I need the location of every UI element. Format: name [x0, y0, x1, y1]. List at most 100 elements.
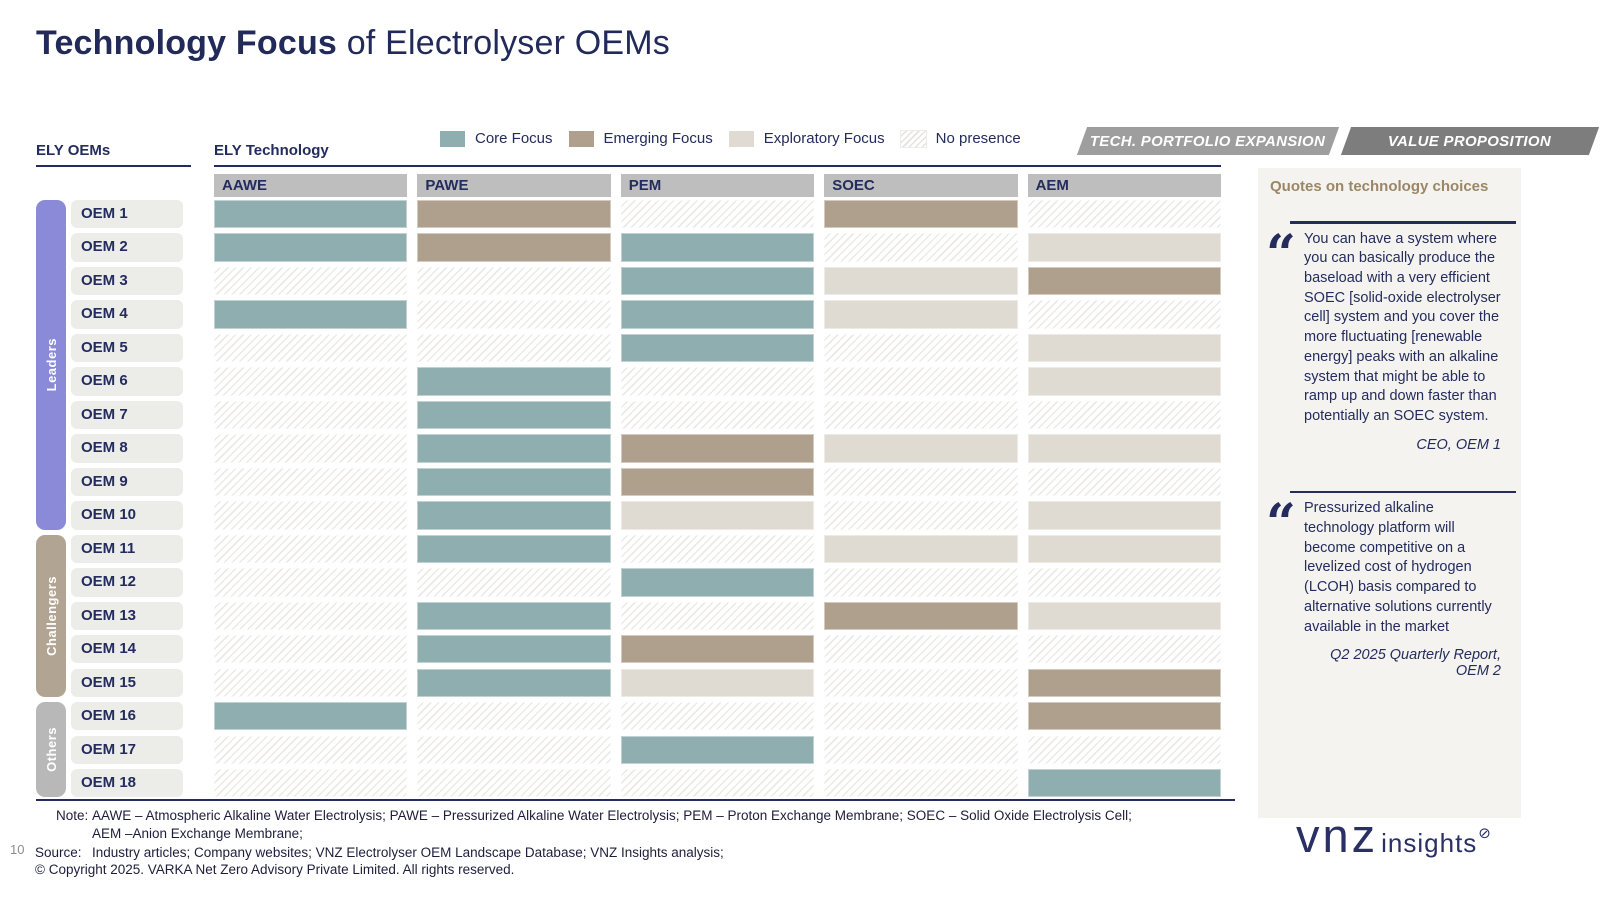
- page-title: Technology Focus of Electrolyser OEMs: [36, 24, 670, 63]
- matrix-row-oem-11: [214, 534, 1221, 564]
- legend-item-none: No presence: [899, 129, 1021, 148]
- column-header-aawe: AAWE: [214, 174, 408, 197]
- cell-oem-13-aawe-none: [214, 601, 408, 630]
- oem-label-oem-5: OEM 5: [71, 333, 183, 363]
- quote-attribution: Q2 2025 Quarterly Report, OEM 2: [1330, 647, 1501, 680]
- legend-swatch-exploratory: [728, 130, 754, 147]
- cell-oem-16-soec-none: [824, 702, 1018, 731]
- column-headers: AAWE PAWE PEM SOEC AEM: [214, 174, 1221, 197]
- matrix-row-oem-2: [214, 233, 1221, 262]
- cell-oem-9-aawe-none: [214, 467, 408, 497]
- cell-oem-9-pem-emerging: [620, 467, 815, 497]
- cell-oem-4-soec-exploratory: [824, 300, 1018, 329]
- cell-oem-5-aawe-none: [214, 333, 408, 363]
- legend-swatch-emerging: [568, 130, 594, 147]
- cell-oem-2-pem-core: [620, 233, 815, 262]
- cell-oem-16-aawe-core: [214, 702, 408, 731]
- group-bar-label: Challengers: [43, 575, 59, 656]
- cell-oem-18-aem-core: [1027, 769, 1221, 798]
- column-header-aem: AEM: [1027, 174, 1221, 197]
- matrix-row-oem-5: [214, 333, 1221, 363]
- quote-attribution: CEO, OEM 1: [1416, 436, 1501, 453]
- cell-oem-2-aem-exploratory: [1027, 233, 1221, 262]
- cell-oem-3-pem-core: [620, 266, 815, 296]
- table-bottom-divider: [36, 799, 1235, 801]
- quote-body: “You can have a system where you can bas…: [1258, 224, 1521, 427]
- matrix-row-oem-13: [214, 601, 1221, 630]
- cell-oem-10-pem-exploratory: [620, 501, 815, 530]
- cell-oem-6-aawe-none: [214, 367, 408, 396]
- cell-oem-5-pawe-none: [417, 333, 611, 363]
- cell-oem-8-pawe-core: [417, 434, 611, 463]
- oem-label-oem-13: OEM 13: [71, 601, 183, 630]
- quote-divider: [1290, 490, 1516, 494]
- matrix-row-oem-7: [214, 400, 1221, 430]
- note-label: Note:: [56, 808, 89, 823]
- cell-oem-2-soec-none: [824, 233, 1018, 262]
- cell-oem-8-pem-emerging: [620, 434, 815, 463]
- legend: Core Focus Emerging Focus Exploratory Focu…: [440, 129, 1021, 148]
- group-bar-challengers: Challengers: [36, 534, 66, 697]
- oem-label-oem-7: OEM 7: [71, 400, 183, 430]
- oem-groups: Leaders OEM 1 OEM 2 OEM 3 OEM 4 OEM 5 OEM 6 OEM…: [36, 200, 183, 803]
- cell-oem-14-pawe-core: [417, 635, 611, 664]
- quote-mark-icon: “: [1266, 223, 1296, 285]
- row-axis-label: ELY OEMs: [36, 142, 191, 167]
- tab-value-proposition[interactable]: VALUE PROPOSITION: [1340, 127, 1600, 155]
- cell-oem-1-aawe-core: [214, 200, 408, 229]
- cell-oem-3-pawe-none: [417, 266, 611, 296]
- cell-oem-13-soec-emerging: [824, 601, 1018, 630]
- group-bar-others: Others: [36, 702, 66, 798]
- quotes-panel-header: Quotes on technology choices: [1270, 178, 1489, 195]
- cell-oem-14-aawe-none: [214, 635, 408, 664]
- cell-oem-8-soec-exploratory: [824, 434, 1018, 463]
- cell-oem-15-soec-none: [824, 668, 1018, 697]
- cell-oem-11-soec-exploratory: [824, 534, 1018, 564]
- oem-label-oem-1: OEM 1: [71, 200, 183, 229]
- cell-oem-4-pem-core: [620, 300, 815, 329]
- cell-oem-1-pawe-emerging: [417, 200, 611, 229]
- legend-swatch-none: [899, 129, 927, 148]
- cell-oem-8-aawe-none: [214, 434, 408, 463]
- matrix-row-oem-9: [214, 467, 1221, 497]
- group-pills: OEM 11 OEM 12 OEM 13 OEM 14 OEM 15: [71, 534, 183, 697]
- oem-label-oem-8: OEM 8: [71, 434, 183, 463]
- oem-label-oem-10: OEM 10: [71, 501, 183, 530]
- cell-oem-12-soec-none: [824, 568, 1018, 597]
- copyright-text: © Copyright 2025. VARKA Net Zero Advisor…: [35, 862, 515, 877]
- cell-oem-18-aawe-none: [214, 769, 408, 798]
- group-others: Others OEM 16 OEM 17 OEM 18: [36, 702, 183, 798]
- cell-oem-7-aem-none: [1027, 400, 1221, 430]
- quote-2: “Pressurized alkaline technology platfor…: [1258, 490, 1521, 680]
- cell-oem-11-pem-none: [620, 534, 815, 564]
- cell-oem-16-pawe-none: [417, 702, 611, 731]
- cell-oem-15-pawe-core: [417, 668, 611, 697]
- cell-oem-1-pem-none: [620, 200, 815, 229]
- group-bar-label: Leaders: [43, 338, 59, 392]
- oem-label-oem-9: OEM 9: [71, 467, 183, 497]
- cell-oem-9-pawe-core: [417, 467, 611, 497]
- oem-label-oem-6: OEM 6: [71, 367, 183, 396]
- cell-oem-15-aawe-none: [214, 668, 408, 697]
- matrix-row-oem-14: [214, 635, 1221, 664]
- page-number: 10: [10, 842, 25, 857]
- cell-oem-17-aem-none: [1027, 735, 1221, 764]
- cell-oem-7-soec-none: [824, 400, 1018, 430]
- col-axis-label: ELY Technology: [214, 142, 1221, 167]
- matrix-row-oem-6: [214, 367, 1221, 396]
- cell-oem-10-soec-none: [824, 501, 1018, 530]
- cell-oem-17-pawe-none: [417, 735, 611, 764]
- cell-oem-16-aem-emerging: [1027, 702, 1221, 731]
- cell-oem-5-pem-core: [620, 333, 815, 363]
- cell-oem-5-aem-exploratory: [1027, 333, 1221, 363]
- quotes-body: “You can have a system where you can bas…: [1258, 221, 1521, 679]
- cell-oem-16-pem-none: [620, 702, 815, 731]
- legend-label: Exploratory Focus: [763, 130, 885, 147]
- cell-oem-17-pem-core: [620, 735, 815, 764]
- matrix-row-oem-12: [214, 568, 1221, 597]
- cell-oem-4-aawe-core: [214, 300, 408, 329]
- cell-oem-10-aawe-none: [214, 501, 408, 530]
- cell-oem-18-pem-none: [620, 769, 815, 798]
- matrix-row-oem-15: [214, 668, 1221, 697]
- group-pills: OEM 1 OEM 2 OEM 3 OEM 4 OEM 5 OEM 6 OEM 7 OEM 8…: [71, 200, 183, 530]
